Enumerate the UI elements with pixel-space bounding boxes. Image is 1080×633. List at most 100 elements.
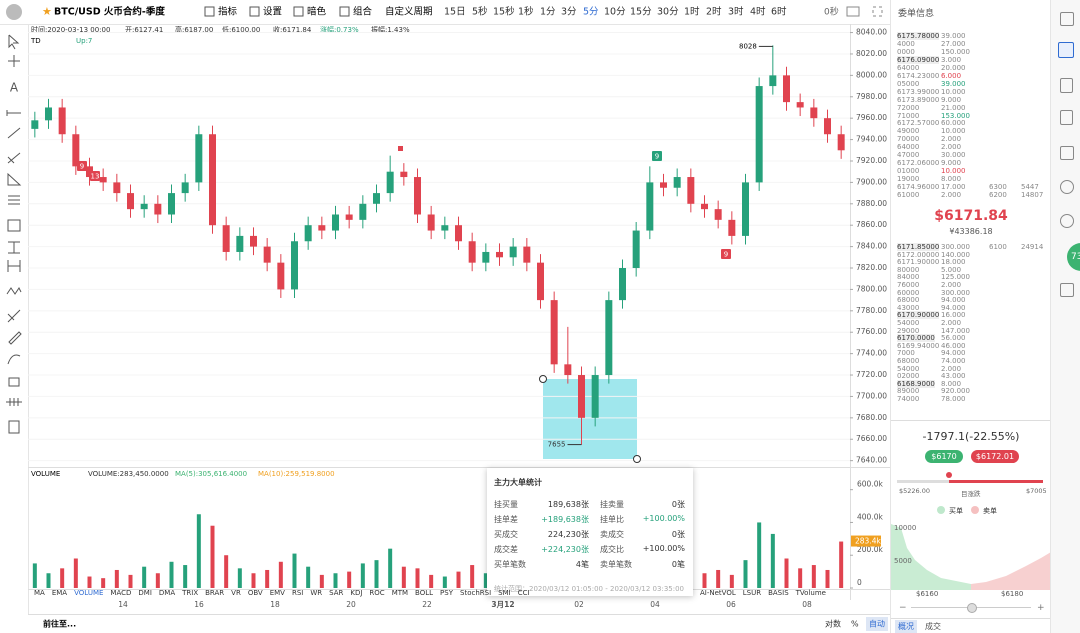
candle-body xyxy=(263,246,271,263)
zoom-out[interactable]: − xyxy=(899,603,907,613)
indicator-tab[interactable]: TVolume xyxy=(795,589,826,597)
goto[interactable]: 前往至... xyxy=(43,619,76,629)
period-button[interactable]: 5秒 xyxy=(472,6,488,18)
badge[interactable]: 73 xyxy=(1067,243,1080,271)
tab[interactable]: 概况 xyxy=(895,620,917,633)
period-button[interactable]: 1时 xyxy=(684,6,700,18)
period-button[interactable]: 2时 xyxy=(706,6,722,18)
volume-bar xyxy=(757,522,762,588)
period-button[interactable]: 4时 xyxy=(750,6,766,18)
tool-icon[interactable] xyxy=(7,152,21,164)
side-icon[interactable] xyxy=(1058,42,1074,58)
period-button[interactable]: 1分 xyxy=(540,7,556,18)
y-tick-label: 7900.00 xyxy=(856,177,887,186)
indicator-tab[interactable]: ROC xyxy=(369,589,385,597)
indicator-tab[interactable]: BASIS xyxy=(768,589,789,597)
toolbar-menu[interactable]: 组合 xyxy=(353,6,373,18)
side-icon[interactable] xyxy=(1060,110,1073,125)
tool-icon[interactable] xyxy=(8,377,20,387)
indicator-tab[interactable]: DMI xyxy=(138,589,152,597)
x-tick-label: 14 xyxy=(118,600,128,609)
axis-option[interactable]: % xyxy=(851,620,859,629)
indicator-tab[interactable]: VR xyxy=(231,589,241,597)
side-icon[interactable] xyxy=(1060,180,1074,194)
axis-option[interactable]: 自动 xyxy=(869,619,885,629)
period-button[interactable]: 5分 xyxy=(583,7,599,18)
period-button[interactable]: 15秒 xyxy=(493,6,515,18)
sell-button[interactable]: $6172.01 xyxy=(971,450,1019,463)
indicator-tab[interactable]: KDJ xyxy=(350,589,363,597)
order-cell: 94.000 xyxy=(941,349,966,358)
period-button[interactable]: 15分 xyxy=(630,7,652,18)
indicator-tab[interactable]: EMA xyxy=(51,589,68,597)
indicator-tab[interactable]: SAR xyxy=(329,589,344,597)
period-button[interactable]: 15日 xyxy=(444,7,466,18)
period-button[interactable]: 1秒 xyxy=(518,6,534,18)
tool-icon[interactable] xyxy=(8,55,20,67)
side-icon[interactable] xyxy=(1060,12,1074,26)
tool-icon[interactable] xyxy=(7,219,21,232)
indicator-tab[interactable]: OBV xyxy=(247,589,263,597)
tab[interactable]: 成交 xyxy=(925,622,941,631)
candle-body xyxy=(783,75,790,103)
candle-body xyxy=(728,219,736,236)
zoom-handle[interactable] xyxy=(967,603,977,613)
period-button[interactable]: 3分 xyxy=(561,7,577,18)
tool-icon[interactable] xyxy=(7,260,21,272)
tool-icon[interactable] xyxy=(8,241,20,254)
fullscreen-icon[interactable] xyxy=(872,6,883,17)
tool-icon[interactable] xyxy=(7,127,21,139)
tool-icon[interactable] xyxy=(7,172,22,186)
toolbar-menu[interactable]: 暗色 xyxy=(307,6,327,18)
side-icon[interactable] xyxy=(1060,283,1074,297)
tool-icon[interactable] xyxy=(8,420,20,434)
tool-icon[interactable]: A xyxy=(10,81,19,95)
camera-icon[interactable] xyxy=(846,6,860,17)
drawn-rectangle[interactable] xyxy=(543,379,637,459)
toolbar-menu[interactable]: 设置 xyxy=(263,7,282,18)
indicator-tab[interactable]: TRIX xyxy=(182,589,199,597)
side-icon[interactable] xyxy=(1060,146,1074,160)
period-button[interactable]: 10分 xyxy=(604,7,626,18)
tool-icon[interactable] xyxy=(7,354,21,365)
side-icon[interactable] xyxy=(1060,78,1073,93)
tool-icon[interactable] xyxy=(6,287,22,295)
indicator-tab[interactable]: EMV xyxy=(269,589,285,597)
indicator-tab[interactable]: BRAR xyxy=(205,589,225,597)
drawing-handle[interactable] xyxy=(633,455,641,463)
indicator-tab[interactable]: VOLUME xyxy=(74,589,104,597)
indicator-tab[interactable]: MACD xyxy=(110,589,132,597)
indicator-tab[interactable]: CCI xyxy=(517,589,530,597)
indicator-tab[interactable]: LSUR xyxy=(742,589,762,597)
tool-icon[interactable] xyxy=(6,398,22,406)
tool-icon[interactable] xyxy=(7,309,21,323)
period-button[interactable]: 6时 xyxy=(771,6,787,18)
indicator-tab[interactable]: PSY xyxy=(440,589,453,597)
tool-icon[interactable] xyxy=(8,331,22,345)
star-icon[interactable]: ★ xyxy=(42,5,52,18)
indicator-tab[interactable]: BOLL xyxy=(415,589,434,597)
tool-icon[interactable] xyxy=(6,110,21,116)
symbol[interactable]: BTC/USD 火币合约-季度 xyxy=(54,6,165,18)
indicator-tab[interactable]: DMA xyxy=(158,589,176,597)
toolbar-menu[interactable]: 自定义周期 xyxy=(385,6,433,18)
tool-icon[interactable] xyxy=(8,195,20,205)
indicator-tab[interactable]: AI-NetVOL xyxy=(700,589,736,597)
side-icon[interactable] xyxy=(1060,214,1074,228)
tool-icon[interactable] xyxy=(8,34,20,50)
axis-option[interactable]: 对数 xyxy=(825,619,841,629)
candle-body xyxy=(605,300,613,376)
period-button[interactable]: 30分 xyxy=(657,7,679,18)
indicator-tab[interactable]: MA xyxy=(34,589,45,597)
indicator-tab[interactable]: StochRSI xyxy=(460,589,492,597)
indicator-tab[interactable]: MTM xyxy=(391,589,409,597)
zoom-in[interactable]: + xyxy=(1037,603,1045,613)
toolbar-menu[interactable]: 指标 xyxy=(218,6,238,18)
indicator-tab[interactable]: SMI xyxy=(498,589,511,597)
indicator-tab[interactable]: WR xyxy=(310,589,323,597)
buy-button[interactable]: $6170 xyxy=(925,450,963,463)
indicator-tab[interactable]: RSI xyxy=(291,589,304,597)
drawing-handle[interactable] xyxy=(539,375,547,383)
period-button[interactable]: 3时 xyxy=(728,6,744,18)
order-cell: 920.000 xyxy=(941,387,970,396)
